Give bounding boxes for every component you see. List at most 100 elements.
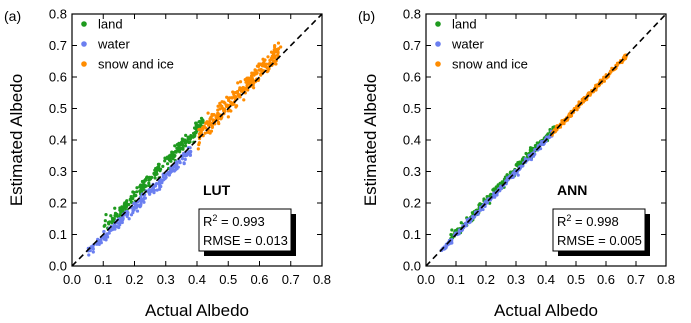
data-point	[178, 147, 182, 151]
data-point	[142, 200, 146, 204]
data-point	[198, 121, 203, 125]
y-tick-label: 0.8	[403, 7, 421, 22]
data-point	[236, 93, 241, 97]
y-tick-label: 0.0	[403, 259, 421, 274]
data-point	[107, 220, 112, 224]
legend-label: water	[97, 37, 130, 52]
y-tick-label: 0.4	[49, 133, 67, 148]
data-point	[153, 168, 157, 172]
x-tick-label: 0.4	[188, 272, 206, 287]
data-point	[272, 51, 276, 56]
data-point	[113, 224, 118, 229]
x-tick-label: 0.4	[537, 272, 555, 287]
data-point	[208, 131, 212, 135]
data-point	[235, 90, 240, 94]
data-point	[119, 218, 123, 222]
x-tick-label: 0.7	[282, 272, 300, 287]
y-tick-label: 0.0	[49, 259, 67, 274]
data-point	[103, 236, 107, 240]
data-point	[263, 58, 267, 62]
data-point	[183, 140, 188, 145]
data-point	[259, 68, 263, 72]
data-point	[201, 119, 205, 123]
data-point	[225, 95, 229, 99]
y-tick-label: 0.6	[49, 70, 67, 85]
data-point	[453, 228, 458, 233]
x-tick-label: 0.6	[250, 272, 268, 287]
data-point	[180, 140, 184, 144]
x-tick-label: 0.1	[447, 272, 465, 287]
legend-marker	[435, 21, 441, 27]
data-point	[485, 200, 490, 204]
data-point	[124, 212, 129, 217]
data-point	[139, 195, 143, 199]
rmse: RMSE = 0.005	[557, 233, 642, 248]
data-point	[207, 119, 212, 124]
legend-label: land	[452, 17, 477, 32]
data-point	[118, 206, 122, 210]
data-point	[204, 126, 208, 130]
data-point	[260, 64, 264, 68]
data-point	[222, 107, 227, 111]
rmse: RMSE = 0.013	[203, 233, 288, 248]
legend-label: water	[451, 37, 484, 52]
data-point	[158, 187, 162, 191]
x-tick-label: 0.2	[125, 272, 143, 287]
data-point	[148, 177, 153, 181]
data-point	[239, 87, 243, 91]
data-point	[203, 131, 207, 135]
legend-label: snow and ice	[98, 57, 174, 72]
data-point	[121, 208, 125, 212]
data-point	[524, 151, 528, 156]
panel-letter: (a)	[4, 8, 21, 24]
data-point	[181, 146, 185, 150]
data-point	[184, 133, 188, 137]
data-point	[153, 173, 157, 177]
r-squared: R2 = 0.998	[557, 213, 619, 229]
y-tick-label: 0.7	[403, 38, 421, 53]
legend-marker	[81, 21, 87, 27]
data-point	[147, 183, 151, 188]
data-point	[103, 219, 107, 223]
data-point	[279, 45, 283, 49]
x-tick-label: 0.3	[507, 272, 525, 287]
data-point	[139, 186, 143, 191]
legend-marker	[435, 61, 441, 67]
method-label: LUT	[203, 182, 231, 198]
data-point	[159, 178, 163, 182]
data-point	[140, 179, 145, 184]
data-point	[109, 214, 113, 218]
data-point	[239, 89, 244, 93]
data-point	[470, 214, 475, 219]
x-tick-label: 0.5	[567, 272, 585, 287]
data-point	[163, 156, 167, 160]
data-point	[220, 100, 224, 104]
data-point	[150, 188, 154, 192]
data-point	[133, 203, 138, 207]
data-point	[568, 112, 572, 116]
data-point	[158, 185, 162, 189]
x-tick-label: 0.8	[657, 272, 675, 287]
data-point	[259, 72, 263, 76]
data-point	[224, 103, 228, 107]
data-point	[465, 218, 469, 222]
data-point	[207, 123, 211, 127]
data-point	[107, 231, 111, 235]
data-point	[155, 188, 159, 192]
data-point	[183, 144, 188, 148]
data-point	[274, 47, 279, 52]
data-point	[142, 197, 146, 201]
data-point	[197, 141, 201, 145]
data-point	[129, 213, 134, 217]
data-point	[529, 157, 534, 162]
data-point	[485, 194, 489, 199]
data-point	[131, 208, 135, 212]
data-point	[242, 98, 246, 102]
y-tick-label: 0.1	[403, 227, 421, 242]
data-point	[163, 159, 167, 163]
data-point	[270, 57, 274, 61]
data-point	[230, 96, 234, 100]
data-point	[273, 54, 277, 58]
x-tick-label: 0.0	[63, 272, 81, 287]
data-point	[602, 79, 607, 83]
